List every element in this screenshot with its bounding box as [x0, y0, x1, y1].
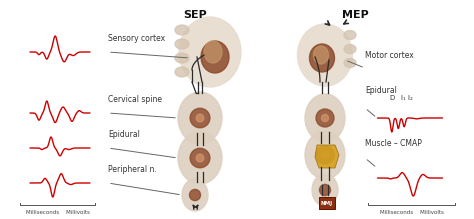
Ellipse shape — [175, 25, 189, 35]
Text: MEP: MEP — [342, 10, 368, 20]
Ellipse shape — [305, 94, 345, 142]
Ellipse shape — [179, 17, 241, 87]
Ellipse shape — [344, 30, 356, 39]
Text: Epidural: Epidural — [108, 130, 140, 139]
Ellipse shape — [175, 39, 189, 49]
Text: SEP: SEP — [183, 10, 207, 20]
Ellipse shape — [313, 46, 328, 64]
Text: Sensory cortex: Sensory cortex — [108, 34, 165, 43]
Ellipse shape — [175, 67, 189, 77]
Ellipse shape — [316, 109, 334, 127]
Ellipse shape — [190, 189, 201, 201]
Polygon shape — [315, 145, 339, 168]
Ellipse shape — [178, 92, 222, 144]
Ellipse shape — [190, 108, 210, 128]
Text: I₁ I₂: I₁ I₂ — [401, 95, 413, 101]
Ellipse shape — [321, 114, 328, 122]
Ellipse shape — [182, 179, 208, 211]
FancyBboxPatch shape — [319, 197, 335, 209]
Ellipse shape — [196, 114, 204, 122]
Text: Cervical spine: Cervical spine — [108, 95, 162, 104]
Text: NMJ: NMJ — [321, 201, 333, 205]
Ellipse shape — [305, 131, 345, 179]
Ellipse shape — [190, 148, 210, 168]
Ellipse shape — [344, 58, 356, 67]
Text: Muscle – CMAP: Muscle – CMAP — [365, 139, 422, 148]
Ellipse shape — [196, 154, 204, 162]
Ellipse shape — [321, 151, 328, 159]
Text: D: D — [389, 95, 395, 101]
Text: Epidural: Epidural — [365, 86, 397, 95]
Ellipse shape — [175, 53, 189, 63]
Ellipse shape — [204, 41, 222, 63]
Text: Motor cortex: Motor cortex — [365, 51, 414, 60]
Ellipse shape — [178, 132, 222, 184]
Ellipse shape — [310, 44, 335, 72]
Ellipse shape — [201, 41, 229, 73]
Ellipse shape — [316, 146, 334, 164]
Ellipse shape — [298, 24, 353, 86]
Ellipse shape — [344, 44, 356, 53]
Text: Peripheral n.: Peripheral n. — [108, 165, 157, 174]
Ellipse shape — [319, 184, 330, 196]
Text: Milliseconds    Millivolts: Milliseconds Millivolts — [26, 210, 90, 215]
Text: Milliseconds    Millivolts: Milliseconds Millivolts — [380, 210, 444, 215]
Ellipse shape — [312, 174, 338, 206]
